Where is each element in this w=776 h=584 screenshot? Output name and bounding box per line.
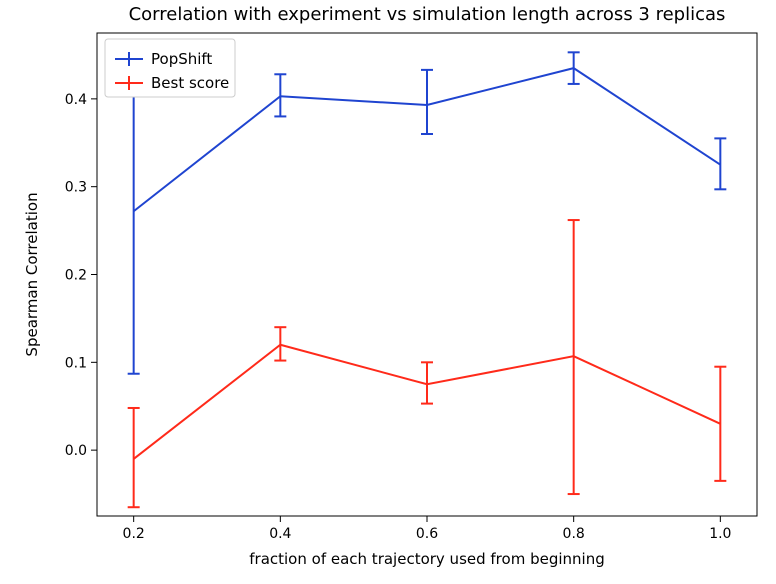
correlation-chart: 0.2 0.4 0.6 0.8 1.0 0.0 0.1 0.2 0.3 0.4 Correlatio… — [0, 0, 776, 584]
legend-label: PopShift — [151, 50, 212, 68]
y-tick-label: 0.3 — [65, 180, 87, 196]
x-tick-label: 1.0 — [709, 526, 731, 542]
x-tick-label: 0.2 — [123, 526, 145, 542]
chart-title: Correlation with experiment vs simulatio… — [129, 4, 726, 25]
x-tick-label: 0.8 — [563, 526, 585, 542]
y-axis-label: Spearman Correlation — [23, 192, 41, 356]
x-tick-label: 0.6 — [416, 526, 438, 542]
y-tick-label: 0.1 — [65, 355, 87, 371]
legend-label: Best score — [151, 74, 229, 92]
x-axis-label: fraction of each trajectory used from be… — [249, 550, 604, 568]
y-tick-label: 0.4 — [65, 92, 87, 108]
x-tick-label: 0.4 — [269, 526, 291, 542]
y-tick-label: 0.2 — [65, 268, 87, 284]
y-tick-label: 0.0 — [65, 443, 87, 459]
